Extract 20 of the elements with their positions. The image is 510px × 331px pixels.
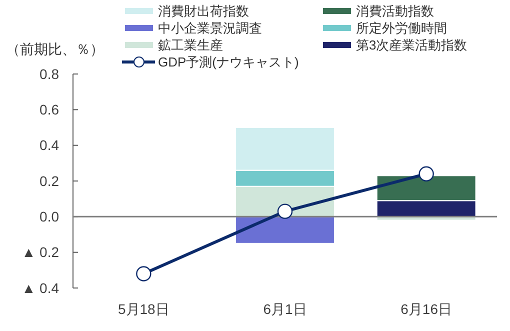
legend-label: 中小企業景況調査 bbox=[158, 20, 262, 36]
point bbox=[277, 204, 293, 219]
y-axis-title: （前期比、％） bbox=[6, 41, 104, 57]
y-tick-label: 0.2 bbox=[40, 172, 60, 189]
x-tick-label: 6月1日 bbox=[263, 301, 307, 317]
x-tick-label: 5月18日 bbox=[118, 301, 170, 317]
y-tick-label: ▲ 0.4 bbox=[22, 280, 60, 296]
point bbox=[418, 166, 434, 182]
legend-label: 所定外労働時間 bbox=[356, 20, 447, 36]
y-tick-label: 0.8 bbox=[40, 66, 60, 82]
x-tick-label: 6月16日 bbox=[400, 301, 452, 317]
y-tick-label: ▲ 0.2 bbox=[22, 244, 60, 260]
y-tick-label: 0.6 bbox=[40, 102, 60, 118]
y-tick-label: 0.4 bbox=[40, 137, 60, 154]
legend-label: 鉱工業生産 bbox=[158, 38, 223, 53]
y-tick-label: 0.0 bbox=[40, 208, 60, 225]
legend-label: 消費財出荷指数 bbox=[158, 4, 249, 19]
legend-label: 第3次産業活動指数 bbox=[356, 38, 468, 53]
legend-label: GDP予測(ナウキャスト) bbox=[158, 54, 299, 70]
legend-label: 消費活動指数 bbox=[356, 4, 434, 19]
